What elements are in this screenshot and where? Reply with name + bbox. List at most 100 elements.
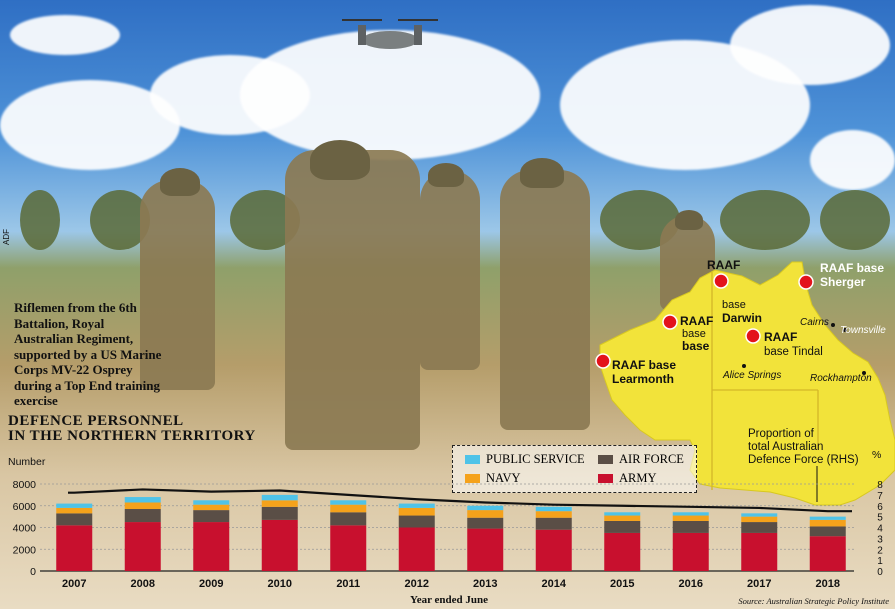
x-tick-label: 2009 [199,578,223,590]
legend-label: NAVY [486,471,521,485]
bar-navy [741,516,778,523]
x-tick-label: 2016 [679,578,703,590]
y2-tick-label: 1 [877,556,883,567]
bar-public-service [741,513,778,517]
bar-navy [398,507,435,516]
bar-navy [330,504,367,513]
y-tick-label: 4000 [13,523,37,535]
x-tick-label: 2010 [268,578,292,590]
bar-public-service [330,500,367,505]
bar-air-force [398,515,435,528]
helmet [310,140,370,180]
bar-navy [672,515,709,521]
y-tick-label: 2000 [13,544,37,556]
bar-air-force [467,517,504,529]
x-tick-label: 2018 [816,578,840,590]
cloud [10,15,120,55]
town-dots [742,323,866,375]
bar-army [398,527,435,571]
bar-public-service [604,512,641,516]
chart-title: DEFENCE PERSONNEL IN THE NORTHERN TERRIT… [8,414,256,444]
bar-public-service [124,497,161,503]
bar-public-service [398,503,435,508]
town-label-alice-springs: Alice Springs [722,370,781,381]
town-label-cairns: Cairns [800,317,829,328]
y2-tick-label: 0 [877,567,883,578]
bar-army [56,525,93,571]
bar-air-force [809,526,846,537]
bar-army [467,528,504,571]
y-tick-label: 6000 [13,501,37,513]
bar-public-service [809,516,846,520]
base-label-darwin: RAAF [707,258,740,272]
base-label-tindal: RAAF [764,330,797,344]
bar-air-force [56,513,93,526]
x-axis-label: Year ended June [410,594,489,606]
legend-item-public-service: PUBLIC SERVICE [465,452,585,467]
bar-army [193,522,230,571]
bar-public-service [261,494,298,501]
bar-air-force [672,520,709,533]
town-label-townsville: Townsville [840,325,886,336]
y2-tick-label: 5 [877,513,883,524]
chart-legend: PUBLIC SERVICE AIR FORCE NAVY ARMY [452,445,697,493]
y2-tick-label: 7 [877,491,883,502]
bars [56,494,846,571]
base-marker-darwin [713,273,729,289]
legend-item-air-force: AIR FORCE [598,452,684,467]
x-tick-label: 2008 [131,578,155,590]
helmet [428,163,464,187]
legend-swatch [465,474,480,483]
y2-tick-label: 2 [877,545,883,556]
soldier [140,180,215,390]
base-label-learmonth: RAAF base [612,358,676,372]
cloud [240,30,540,160]
cloud [730,5,890,85]
town-label-rockhampton: Rockhampton [810,373,872,384]
legend-label: AIR FORCE [619,452,684,466]
bar-army [330,525,367,571]
soldier [285,150,420,450]
legend-item-navy: NAVY [465,471,521,486]
bar-air-force [124,509,161,523]
bar-air-force [261,506,298,520]
bar-air-force [604,520,641,533]
bar-public-service [467,505,504,511]
y-ticks: 0 2000 4000 6000 8000 [13,479,37,578]
y-tick-label: 0 [30,566,36,578]
bar-air-force [330,512,367,526]
bar-navy [467,510,504,518]
chart-title-line-1: DEFENCE PERSONNEL [8,413,184,429]
bar-navy [604,515,641,521]
bar-navy [535,511,572,518]
x-tick-label: 2015 [610,578,634,590]
tree [720,190,810,250]
y2-title-line-3: Defence Force (RHS) [748,454,859,466]
x-ticks: 2007 2008 2009 2010 2011 2012 2013 2014 2015 2016… [62,578,840,590]
bar-air-force [193,510,230,523]
bar-navy [193,504,230,511]
bar-navy [124,502,161,510]
x-tick-label: 2012 [405,578,429,590]
base-label-curtin: RAAF [680,314,713,328]
y2-tick-label: 8 [877,480,883,491]
base-marker-learmonth [595,353,611,369]
bar-army [741,532,778,571]
legend-label: ARMY [619,471,657,485]
y2-title-line-1: Proportion of [748,428,815,440]
bar-public-service [56,503,93,508]
bar-army [261,519,298,571]
base-label-tindal-2: base Tindal [764,346,823,358]
bar-navy [809,519,846,527]
bar-navy [56,507,93,514]
base-label-curtin-3: base [682,339,710,353]
source-note: Source: Australian Strategic Policy Inst… [738,596,889,606]
y2-title-line-2: total Australian [748,441,823,453]
x-tick-label: 2017 [747,578,771,590]
y2-tick-label: 4 [877,524,883,535]
osprey-aircraft [342,19,438,49]
y2-axis-label: % [872,449,881,461]
tree [20,190,60,250]
